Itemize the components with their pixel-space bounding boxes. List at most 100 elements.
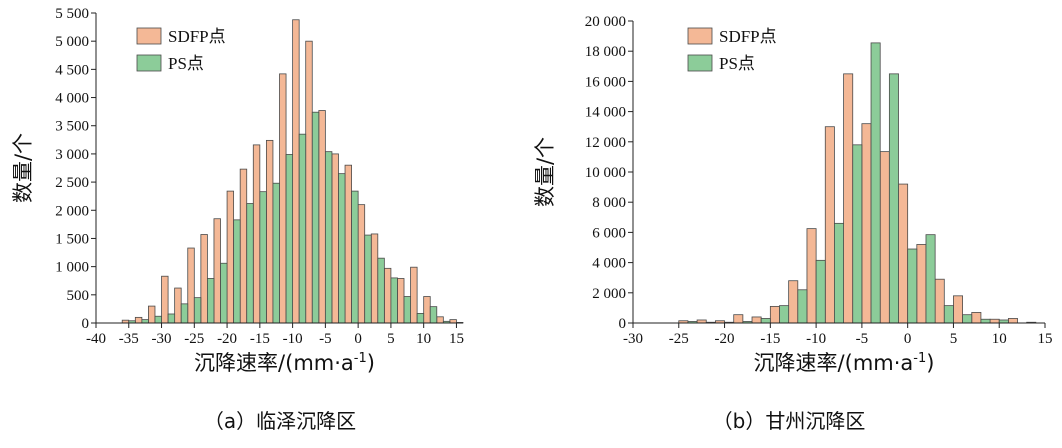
bar-ps (338, 173, 346, 324)
bar-ps (351, 190, 359, 324)
bar-ps (980, 318, 991, 324)
x-tick-label: 5 (387, 331, 395, 347)
bar-ps (246, 203, 254, 324)
bar-sdfp (898, 183, 909, 324)
y-tick-label: 10 000 (585, 165, 626, 181)
x-tick-label: -5 (856, 331, 869, 347)
bar-sdfp (213, 218, 221, 324)
x-tick-label: -20 (715, 331, 735, 347)
bar-ps (943, 305, 954, 324)
bar-ps (429, 306, 438, 324)
bar-ps (298, 133, 307, 324)
bar-sdfp (344, 164, 352, 324)
x-tick-label: 0 (354, 331, 362, 347)
bar-sdfp (824, 126, 835, 324)
bar-sdfp (397, 278, 405, 324)
legend-label: SDFP点 (168, 27, 226, 46)
y-tick-label: 5 500 (55, 6, 89, 22)
bar-ps (193, 297, 202, 324)
y-tick-label: 2 000 (55, 203, 89, 219)
y-tick-label: 3 000 (55, 147, 89, 163)
bar-ps (852, 144, 863, 324)
bar-sdfp (989, 318, 1000, 324)
chart-panel-ganzhou: -30 -25 -20 -15 -10 -5 0 5 10 15 0 2 000 4 000 6 000 8… (533, 14, 1053, 433)
x-axis-label: 沉降速率/(mm·a-1) (194, 351, 375, 375)
bar-ps (220, 262, 228, 324)
x-tick-label: -15 (760, 331, 780, 347)
x-tick-label: -35 (119, 331, 139, 347)
legend-swatch (136, 27, 162, 45)
panel-caption: （b）甘州沉降区 (713, 409, 866, 433)
y-tick-label: 2 500 (55, 175, 89, 191)
bar-sdfp (934, 278, 945, 324)
bar-sdfp (318, 110, 326, 324)
x-axis-label: 沉降速率/(mm·a-1) (754, 351, 935, 375)
bar-sdfp (370, 233, 379, 324)
bar-ps (180, 303, 189, 324)
bar-sdfp (788, 280, 799, 324)
bar-ps (154, 315, 162, 324)
bar-ps (907, 248, 918, 324)
bar-ps (233, 219, 241, 324)
x-tick-label: -15 (250, 331, 270, 347)
y-tick-label: 8 000 (592, 195, 626, 211)
y-tick-label: 3 500 (55, 119, 89, 135)
bar-sdfp (916, 244, 927, 324)
bar-sdfp (239, 168, 248, 324)
bar-sdfp (200, 234, 208, 324)
bar-sdfp (252, 144, 261, 324)
y-tick-label: 2 000 (592, 286, 626, 302)
legend-label: SDFP点 (719, 27, 777, 46)
bar-ps (259, 191, 267, 324)
bar-sdfp (383, 267, 392, 324)
x-tick-label: 15 (1038, 331, 1053, 347)
x-tick-label: -5 (319, 331, 332, 347)
bar-ps (416, 313, 425, 324)
legend-label: PS点 (168, 54, 204, 73)
x-tick-label: -10 (806, 331, 826, 347)
x-tick-label: 10 (416, 331, 431, 347)
bar-sdfp (161, 275, 169, 324)
bar-ps (779, 305, 790, 324)
y-tick-label: 20 000 (585, 14, 626, 30)
x-tick-label: 10 (992, 331, 1007, 347)
y-tick-label: 4 500 (55, 62, 89, 78)
y-tick-label: 12 000 (585, 135, 626, 151)
bar-ps (834, 222, 844, 324)
panel-caption: （a）临泽沉降区 (204, 409, 356, 433)
bar-sdfp (265, 139, 274, 324)
x-tick-label: 5 (950, 331, 958, 347)
bar-sdfp (279, 73, 287, 324)
y-tick-label: 14 000 (585, 105, 626, 121)
y-tick-label: 0 (619, 316, 627, 332)
bar-ps (390, 277, 398, 324)
x-tick-label: -30 (623, 331, 643, 347)
bar-ps (962, 314, 973, 324)
bar-ps (925, 234, 936, 324)
bar-sdfp (134, 316, 143, 324)
y-tick-label: 500 (67, 288, 90, 304)
x-tick-label: -20 (217, 331, 237, 347)
bar-ps (285, 154, 293, 324)
bar-sdfp (953, 295, 964, 324)
bar-sdfp (879, 151, 890, 324)
legend-swatch (136, 54, 162, 72)
bar-sdfp (187, 247, 195, 324)
bar-sdfp (331, 153, 339, 324)
x-tick-label: -40 (86, 331, 106, 347)
bar-ps (167, 313, 176, 324)
chart-panel-linze: -40 -35 -30 -25 -20 -15 -10 -5 0 5 10 15 0 500 1 000 1 … (11, 6, 464, 433)
y-axis-label: 数量/个 (11, 133, 35, 203)
bar-sdfp (410, 266, 418, 324)
y-axis-label: 数量/个 (533, 137, 557, 207)
bar-sdfp (806, 228, 817, 324)
bar-sdfp (449, 319, 457, 324)
bar-sdfp (226, 190, 235, 324)
bar-ps (324, 151, 333, 324)
bar-sdfp (357, 204, 366, 324)
bar-sdfp (292, 19, 300, 324)
bar-sdfp (174, 287, 182, 324)
x-tick-label: -25 (669, 331, 689, 347)
y-tick-label: 4 000 (55, 91, 89, 107)
